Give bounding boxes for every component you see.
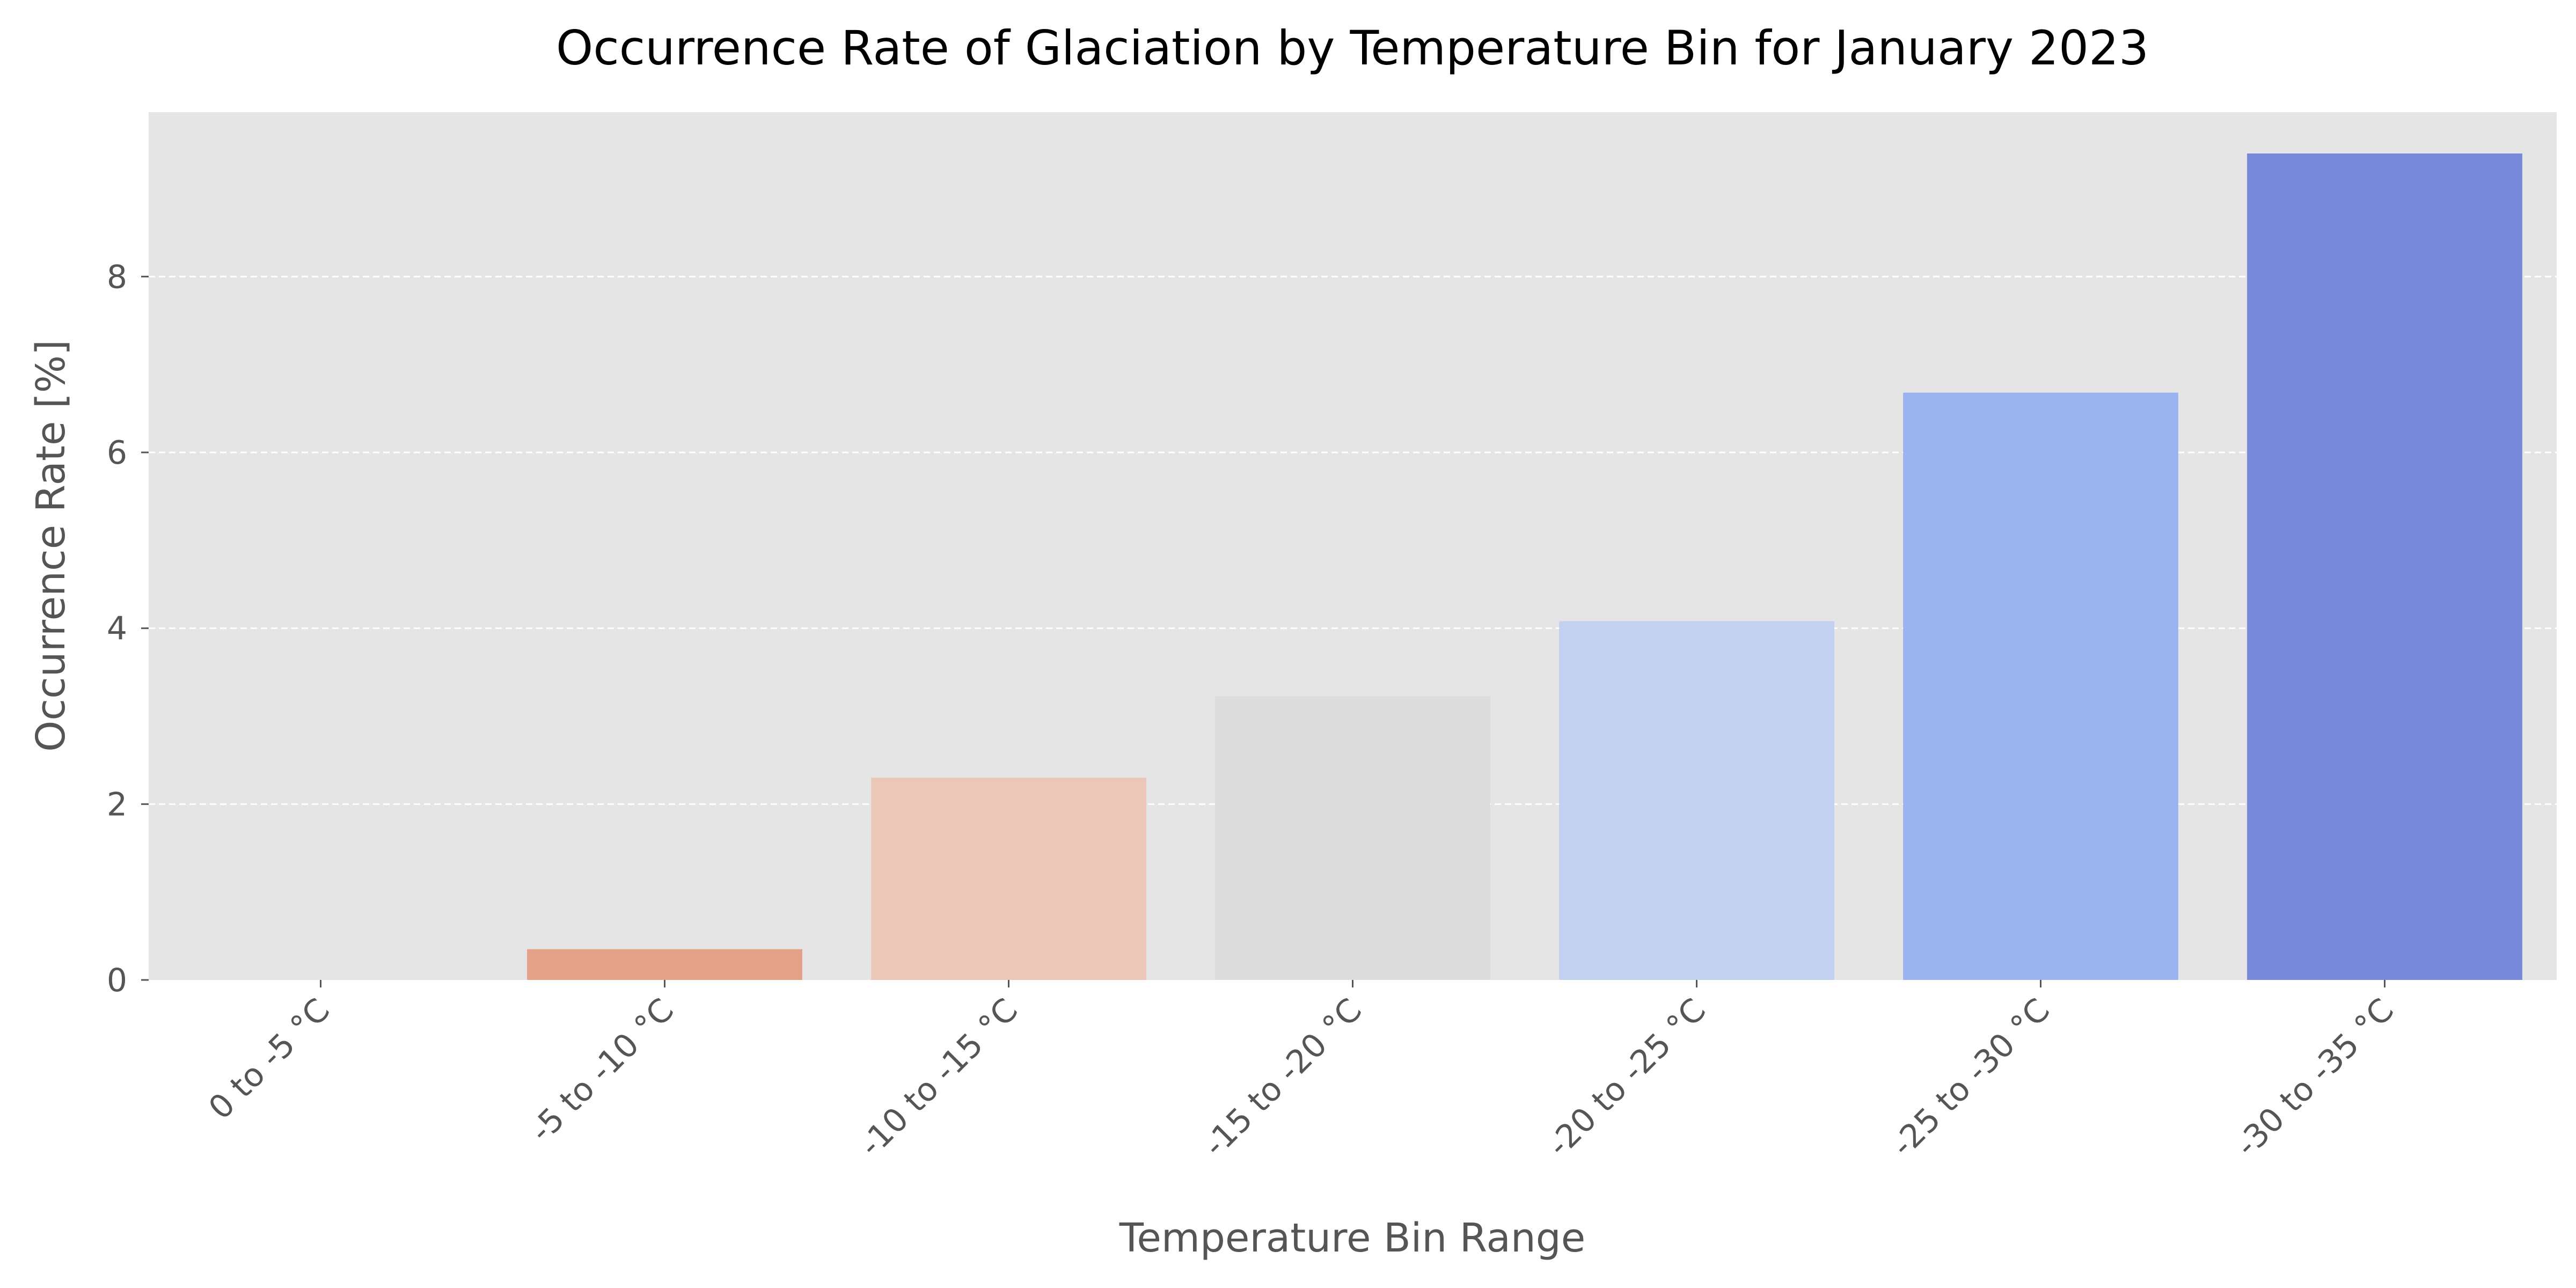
y-tick-label: 6 xyxy=(107,434,127,472)
x-tick-label: -20 to -25 °C xyxy=(1540,991,1713,1164)
chart-title: Occurrence Rate of Glaciation by Tempera… xyxy=(556,20,2149,76)
x-axis-label: Temperature Bin Range xyxy=(1119,1215,1586,1261)
y-tick-label: 8 xyxy=(107,258,127,296)
bar xyxy=(871,778,1146,980)
bar xyxy=(527,949,802,980)
y-tick-label: 4 xyxy=(107,610,127,648)
y-axis-label: Occurrence Rate [%] xyxy=(28,340,74,752)
x-tick-label: -30 to -35 °C xyxy=(2228,991,2401,1164)
bar xyxy=(1215,696,1490,980)
x-tick-label: -25 to -30 °C xyxy=(1884,991,2057,1164)
y-tick-label: 2 xyxy=(107,786,127,823)
bars xyxy=(527,153,2522,980)
x-tick-label: 0 to -5 °C xyxy=(201,991,337,1127)
x-tick-label: -10 to -15 °C xyxy=(852,991,1025,1164)
bar xyxy=(1559,621,1834,980)
y-tick-label: 0 xyxy=(107,962,127,999)
bar xyxy=(1903,392,2178,980)
x-tick-label: -5 to -10 °C xyxy=(523,991,681,1150)
bar xyxy=(2247,153,2522,980)
x-tick-label: -15 to -20 °C xyxy=(1196,991,1369,1164)
